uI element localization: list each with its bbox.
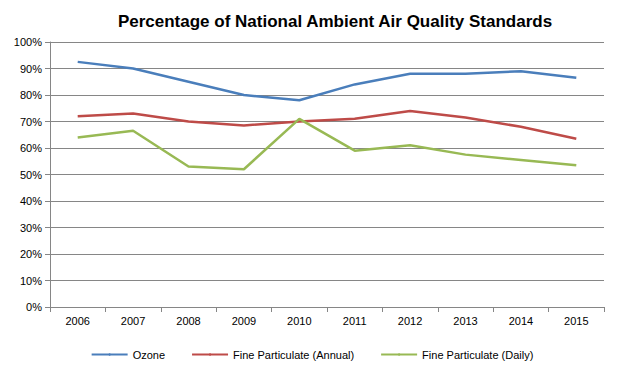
svg-text:0%: 0% <box>26 301 42 313</box>
svg-text:80%: 80% <box>20 89 42 101</box>
svg-text:Fine Particulate (Daily): Fine Particulate (Daily) <box>422 349 533 361</box>
svg-text:Percentage of National Ambient: Percentage of National Ambient Air Quali… <box>118 12 552 31</box>
svg-text:2007: 2007 <box>121 315 145 327</box>
svg-text:90%: 90% <box>20 63 42 75</box>
svg-text:100%: 100% <box>14 36 42 48</box>
svg-text:50%: 50% <box>20 169 42 181</box>
svg-text:2015: 2015 <box>564 315 588 327</box>
svg-text:2006: 2006 <box>65 315 89 327</box>
svg-text:2010: 2010 <box>287 315 311 327</box>
svg-text:2008: 2008 <box>176 315 200 327</box>
svg-text:30%: 30% <box>20 222 42 234</box>
svg-text:60%: 60% <box>20 142 42 154</box>
svg-text:2014: 2014 <box>509 315 533 327</box>
svg-text:2011: 2011 <box>343 315 367 327</box>
svg-text:2012: 2012 <box>398 315 422 327</box>
svg-text:2009: 2009 <box>232 315 256 327</box>
svg-text:20%: 20% <box>20 248 42 260</box>
svg-text:Ozone: Ozone <box>133 349 165 361</box>
svg-text:40%: 40% <box>20 195 42 207</box>
svg-text:70%: 70% <box>20 116 42 128</box>
svg-text:10%: 10% <box>20 275 42 287</box>
svg-text:Fine Particulate (Annual): Fine Particulate (Annual) <box>233 349 354 361</box>
svg-text:2013: 2013 <box>453 315 477 327</box>
